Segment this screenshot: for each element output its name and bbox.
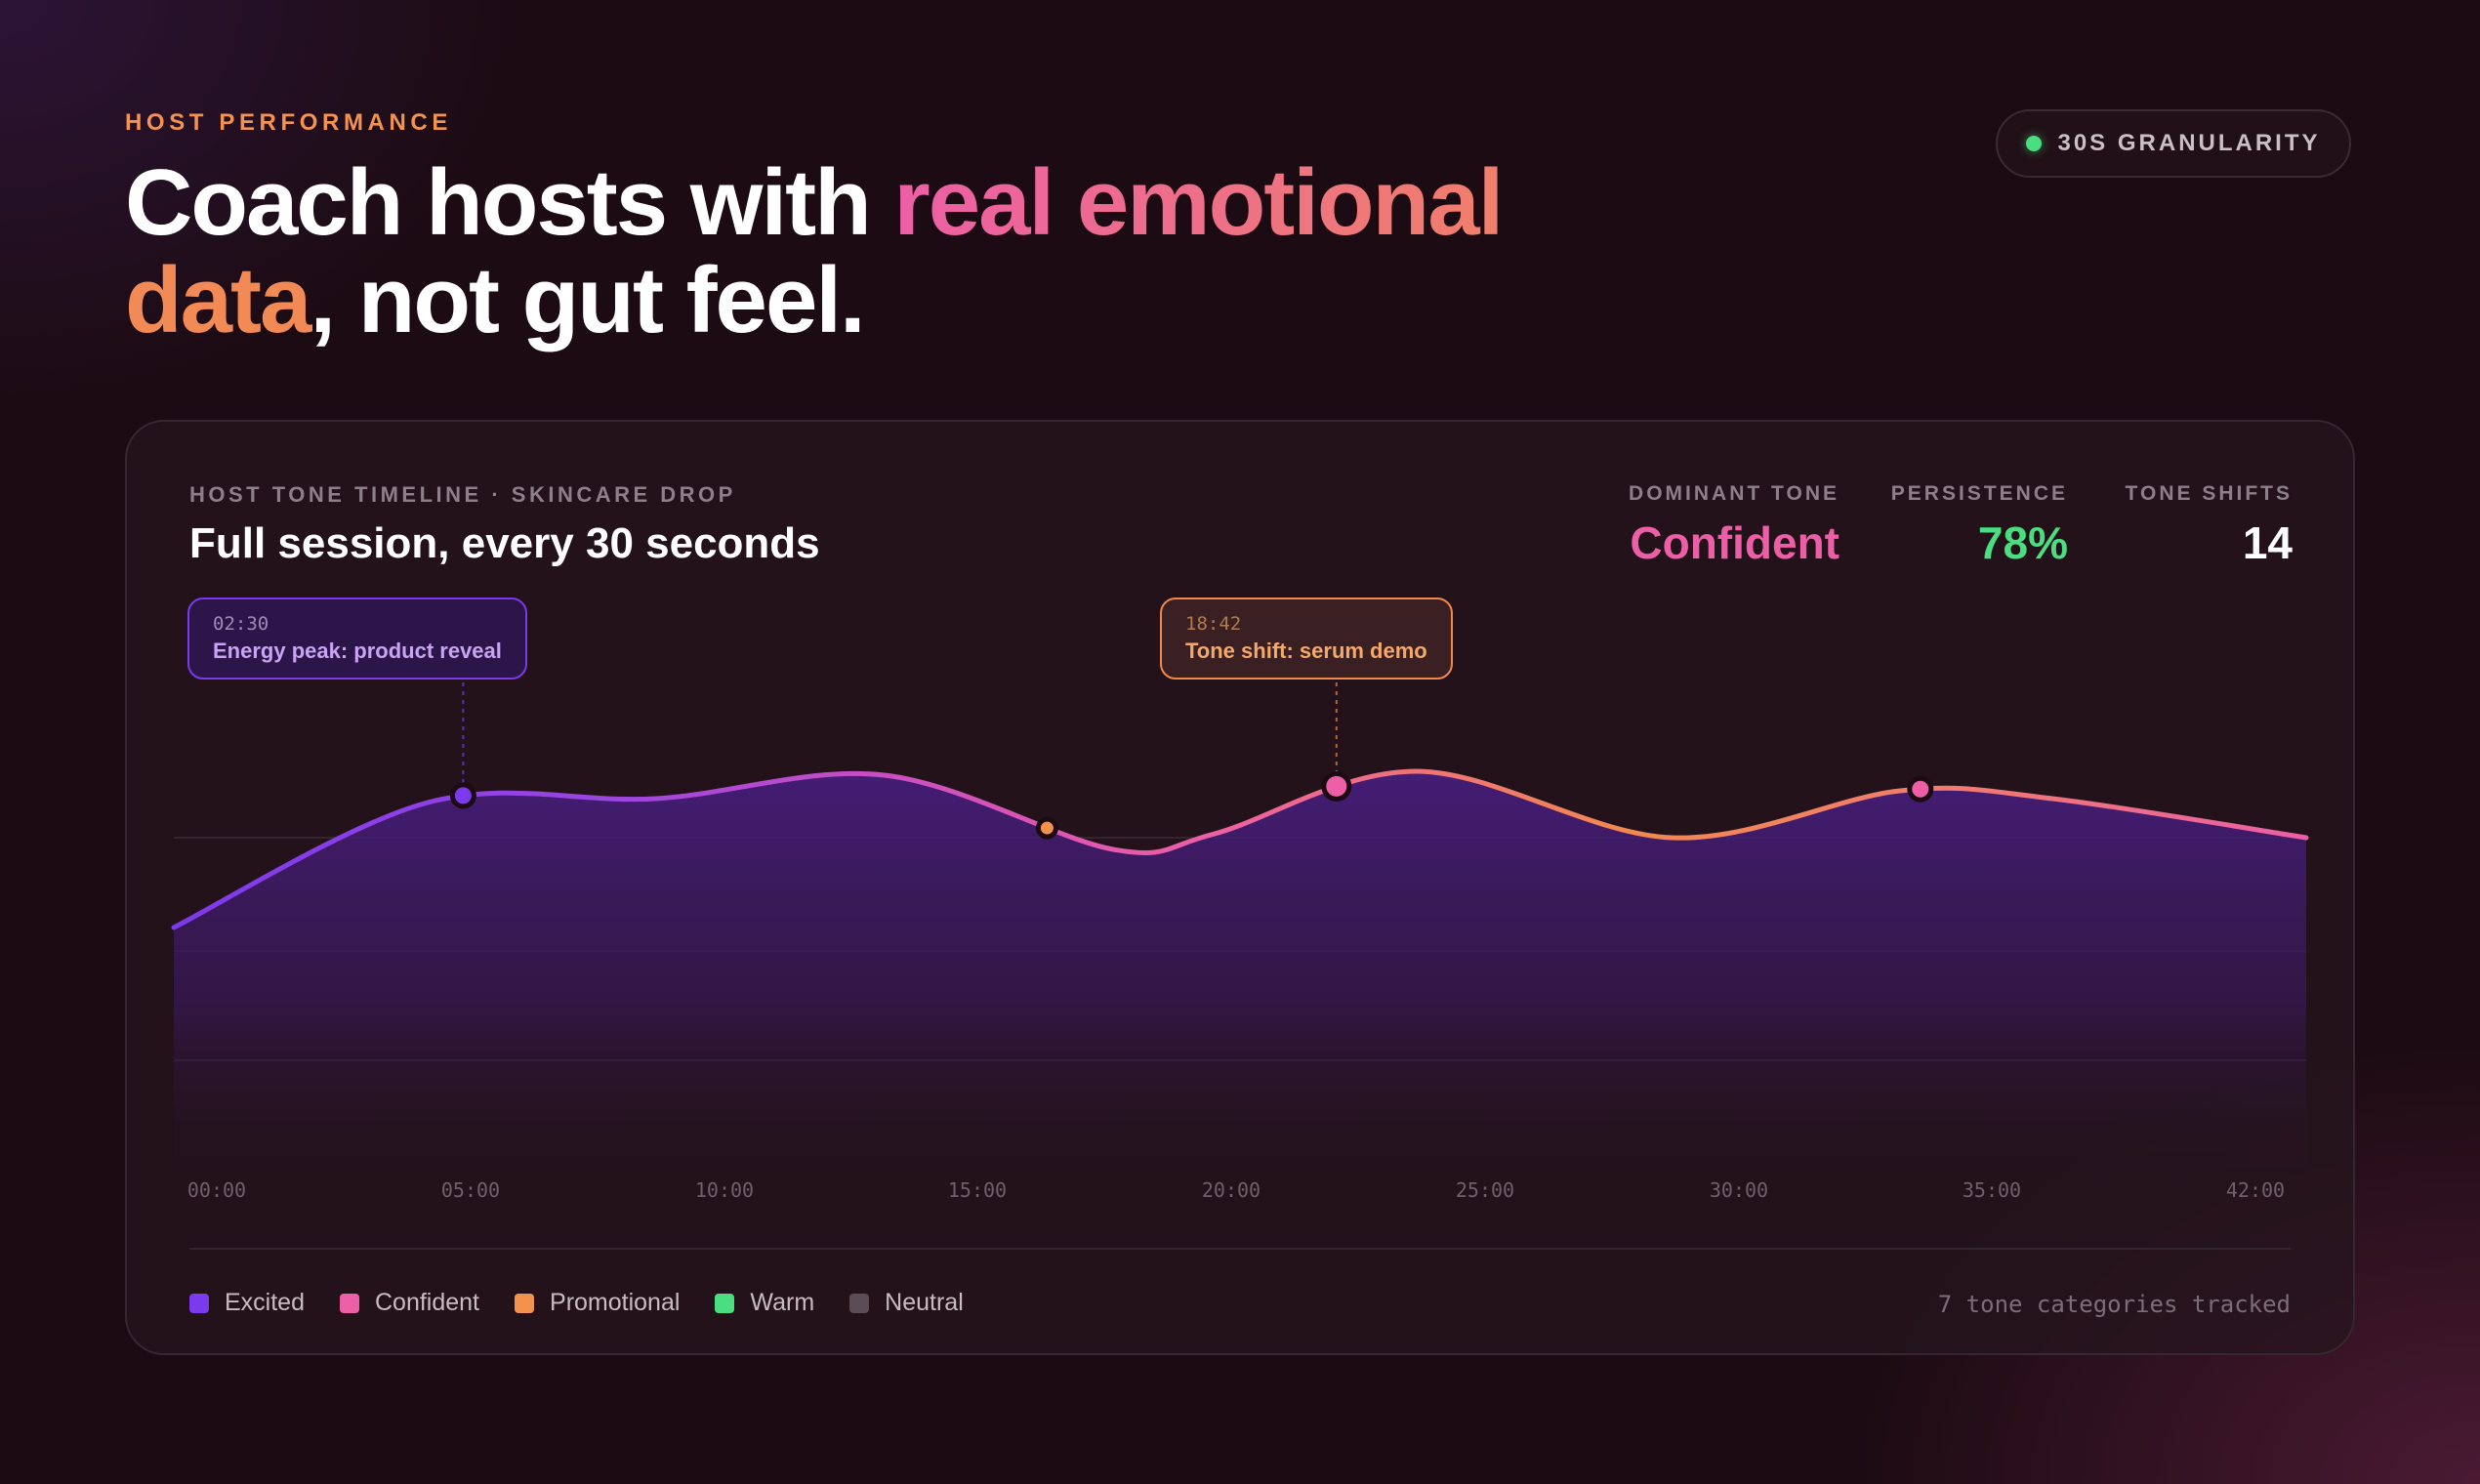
x-tick-label: 42:00 [2226,1178,2285,1202]
granularity-label: 30S GRANULARITY [2057,130,2321,156]
stat-value: 78% [1977,517,2068,568]
legend-label: Confident [374,1289,480,1316]
x-tick-label: 15:00 [948,1178,1007,1202]
callout-time: 02:30 [213,613,269,635]
tone-marker-excited [449,782,476,809]
x-tick-label: 00:00 [187,1178,246,1202]
legend-item-warm: Warm [715,1289,814,1317]
legend-item-excited: Excited [189,1289,305,1317]
granularity-badge: 30S GRANULARITY [1996,109,2351,178]
x-tick-label: 20:00 [1202,1178,1261,1202]
stat-value: Confident [1630,517,1839,568]
legend-swatch [339,1293,359,1313]
tone-series-line [171,768,2309,930]
legend-swatch [715,1293,735,1313]
headline-part2: , not gut feel. [310,248,865,352]
headline-highlight-2: data [125,248,311,352]
card-eyebrow: HOST TONE TIMELINE · SKINCARE DROP [189,482,736,507]
stat-label: PERSISTENCE [1890,482,2068,505]
tone-marker-confident [1907,775,1934,803]
section-eyebrow: HOST PERFORMANCE [125,109,452,136]
tone-timeline-card: HOST TONE TIMELINE · SKINCARE DROP Full … [125,420,2355,1355]
tone-marker-promotional [1035,816,1058,840]
headline-highlight-1: real emotional [893,150,1504,255]
stat-label: TONE SHIFTS [2125,482,2293,505]
legend-item-neutral: Neutral [849,1289,964,1317]
status-dot-icon [2026,136,2043,151]
callout-label: Energy peak: product reveal [213,639,502,663]
page-headline: Coach hosts with real emotional data, not… [125,154,1785,350]
x-tick-label: 05:00 [441,1178,500,1202]
x-tick-label: 30:00 [1710,1178,1768,1202]
legend-label: Promotional [550,1289,681,1316]
legend-label: Excited [225,1289,305,1316]
legend-label: Neutral [885,1289,964,1316]
stat-tone-shifts: TONE SHIFTS 14 [2126,482,2293,566]
legend-label: Warm [750,1289,815,1316]
stat-label: DOMINANT TONE [1629,482,1839,505]
legend-swatch [515,1293,535,1313]
callout-energy-peak[interactable]: 02:30 Energy peak: product reveal [187,598,527,680]
legend-swatch [189,1293,209,1313]
stat-value: 14 [2242,517,2293,568]
legend-divider [189,1248,2291,1250]
legend-swatch [849,1293,870,1313]
callout-tone-shift[interactable]: 18:42 Tone shift: serum demo [1160,598,1453,680]
tracked-categories-note: 7 tone categories tracked [1937,1291,2291,1318]
legend-item-promotional: Promotional [515,1289,680,1317]
callout-label: Tone shift: serum demo [1185,639,1427,663]
card-title: Full session, every 30 seconds [189,519,820,567]
x-tick-label: 25:00 [1456,1178,1514,1202]
tone-marker-confident [1321,770,1352,802]
headline-part1: Coach hosts with [125,150,894,255]
x-tick-label: 35:00 [1963,1178,2021,1202]
chart-legend: Excited Confident Promotional Warm Neutr… [189,1289,964,1317]
tone-area-fill [174,770,2306,1185]
legend-item-confident: Confident [339,1289,480,1317]
tone-timeline-chart: 00:00 05:00 10:00 15:00 20:00 25:00 30:00 35:00… [171,656,2309,1202]
stat-dominant-tone: DOMINANT TONE Confident [1629,482,1839,566]
stat-persistence: PERSISTENCE 78% [1891,482,2068,566]
callout-time: 18:42 [1185,613,1242,635]
x-tick-label: 10:00 [695,1178,754,1202]
